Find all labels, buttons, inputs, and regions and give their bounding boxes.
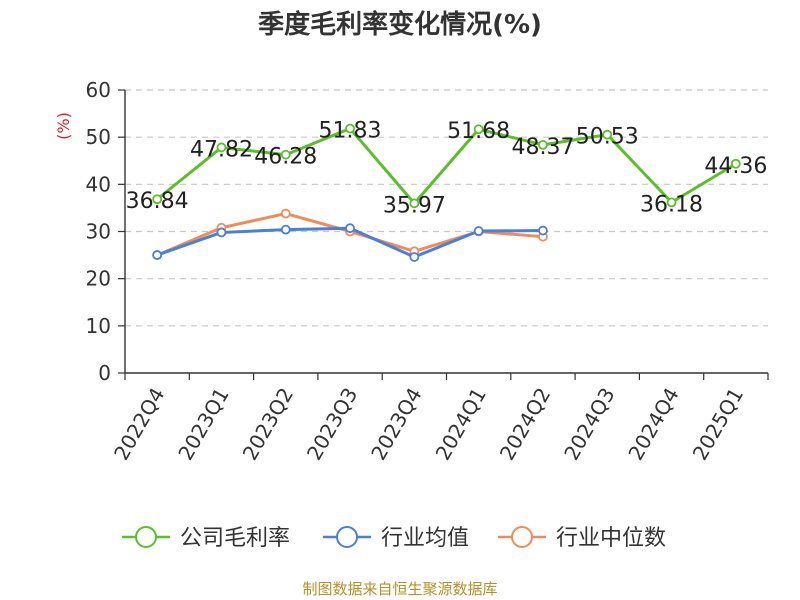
data-label: 50.53 xyxy=(576,125,639,150)
x-tick-label: 2024Q4 xyxy=(623,384,683,465)
data-point xyxy=(345,123,355,134)
data-point xyxy=(473,124,484,135)
data-point xyxy=(152,250,163,260)
x-tick-label: 2023Q2 xyxy=(238,384,298,465)
legend-marker xyxy=(135,526,157,548)
x-tick-label: 2022Q4 xyxy=(109,384,169,465)
legend: 公司毛利率 行业均值 行业中位数 xyxy=(122,526,666,551)
data-label: 36.18 xyxy=(640,192,703,217)
data-label: 44.36 xyxy=(704,154,767,179)
data-point xyxy=(216,227,227,238)
y-tick-label: 60 xyxy=(86,78,111,102)
legend-label: 行业均值 xyxy=(381,526,469,551)
data-point xyxy=(409,252,420,262)
data-point xyxy=(280,149,291,160)
data-point xyxy=(666,197,677,208)
data-label: 36.84 xyxy=(126,189,189,214)
data-point xyxy=(730,158,741,169)
legend-label: 公司毛利率 xyxy=(180,526,290,551)
x-tick-label: 2023Q4 xyxy=(366,384,426,465)
x-tick-label: 2024Q2 xyxy=(495,384,555,465)
data-point xyxy=(280,224,291,235)
x-tick-label: 2025Q1 xyxy=(688,384,748,465)
chart-title: 季度毛利率变化情况(%) xyxy=(258,10,542,40)
legend-marker xyxy=(336,526,358,548)
series-lines xyxy=(152,123,741,262)
data-point xyxy=(280,208,291,219)
y-tick-label: 50 xyxy=(86,125,111,149)
data-point xyxy=(538,139,548,150)
data-point xyxy=(152,194,163,205)
data-point xyxy=(409,198,420,209)
x-tick-label: 2023Q3 xyxy=(302,384,362,465)
data-label: 46.28 xyxy=(254,145,317,170)
x-tick-label: 2023Q1 xyxy=(173,384,233,465)
data-label: 51.68 xyxy=(447,119,510,144)
data-label: 51.83 xyxy=(319,119,382,144)
y-tick-label: 20 xyxy=(86,267,111,291)
data-point xyxy=(473,226,484,236)
data-label: 47.82 xyxy=(190,137,253,162)
x-tick-label: 2024Q1 xyxy=(431,384,491,465)
data-point xyxy=(216,142,227,153)
data-point xyxy=(602,129,613,140)
data-label: 48.37 xyxy=(511,135,574,160)
y-tick-label: 40 xyxy=(86,172,111,196)
grid-lines xyxy=(125,89,768,327)
y-axis-label: (%) xyxy=(54,112,73,140)
x-tick-label: 2024Q3 xyxy=(559,384,619,465)
y-tick-label: 0 xyxy=(98,361,111,385)
y-tick-label: 10 xyxy=(86,314,111,338)
source-note: 制图数据来自恒生聚源数据库 xyxy=(302,580,498,598)
series-line-0 xyxy=(156,127,737,205)
y-tick-label: 30 xyxy=(86,220,111,244)
legend-label: 行业中位数 xyxy=(556,526,666,551)
axes: 0 10 20 30 40 50 60 (%) 2022Q4 2023Q1 2023Q2 2023Q3… xyxy=(54,78,769,465)
data-label: 35.97 xyxy=(383,193,446,218)
legend-marker xyxy=(511,526,533,548)
data-point xyxy=(538,225,548,236)
data-point xyxy=(345,223,355,234)
